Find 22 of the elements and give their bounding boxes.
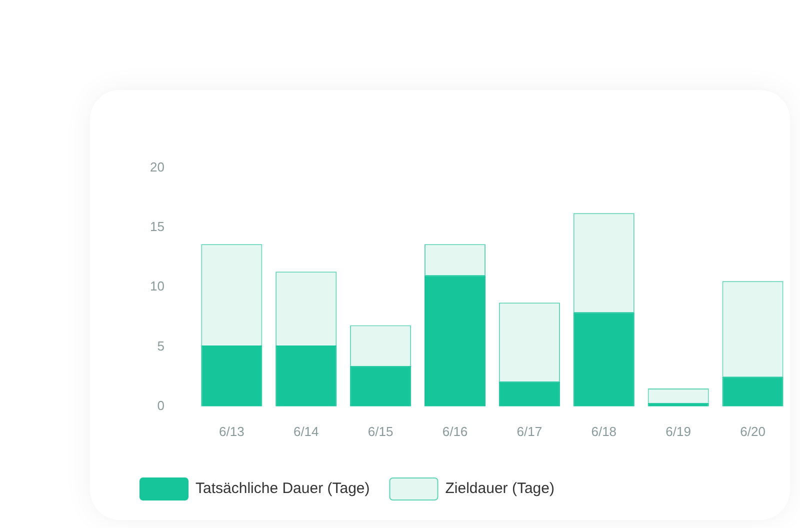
x-tick-label: 6/20: [740, 424, 766, 439]
y-tick-label: 10: [150, 278, 164, 294]
bar: [573, 312, 634, 406]
bar: [722, 376, 784, 406]
legend-label: Tatsächliche Dauer (Tage): [196, 480, 370, 498]
legend-label: Zieldauer (Tage): [445, 480, 554, 498]
x-tick-label: 6/13: [219, 424, 244, 439]
x-tick-label: 6/17: [516, 424, 542, 439]
y-tick-label: 20: [150, 159, 164, 174]
bar: [498, 381, 560, 406]
bar: [350, 366, 412, 406]
x-tick-label: 6/14: [293, 424, 319, 439]
x-tick-label: 6/16: [442, 424, 468, 439]
bar: [276, 346, 337, 406]
y-tick-label: 15: [150, 219, 164, 234]
x-tick-label: 6/18: [591, 424, 617, 439]
bar: [201, 346, 262, 406]
y-tick-label: 5: [157, 338, 164, 354]
y-tick-label: 0: [157, 398, 164, 413]
bar: [424, 275, 486, 406]
x-tick-label: 6/19: [666, 424, 691, 439]
x-tick-label: 6/15: [368, 424, 394, 439]
